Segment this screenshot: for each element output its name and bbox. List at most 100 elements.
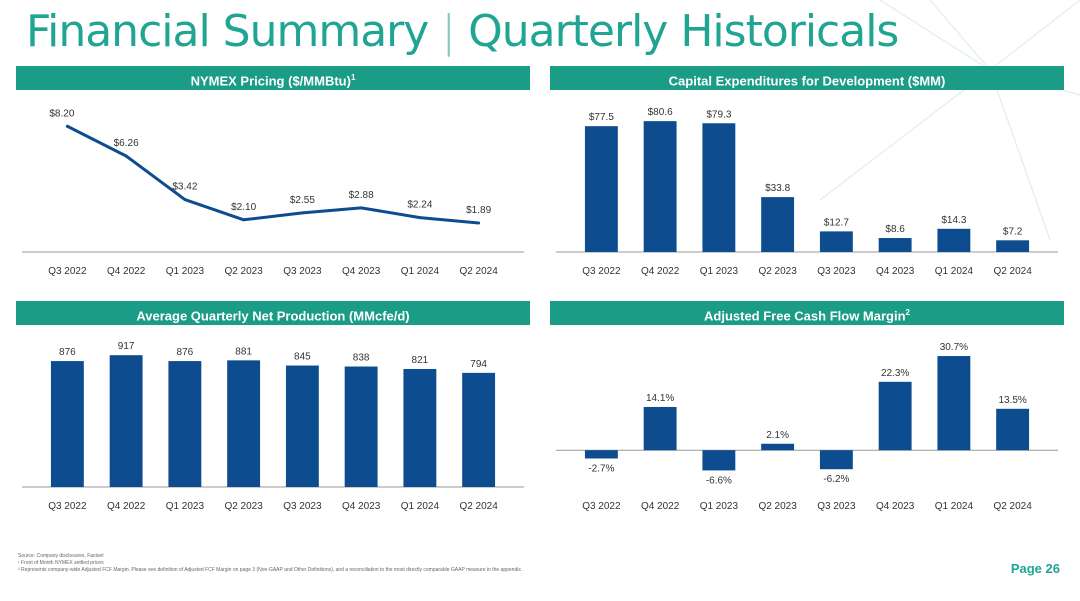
footnote-marker: 1	[350, 73, 356, 82]
data-label: -6.2%	[823, 474, 849, 485]
bar	[937, 356, 971, 451]
price-line	[66, 124, 479, 225]
panel-header: NYMEX Pricing ($/MMBtu)1	[16, 66, 530, 90]
x-tick-label: Q3 2022	[48, 501, 87, 512]
data-label: $12.7	[824, 217, 849, 228]
bar	[168, 361, 202, 487]
data-label: 13.5%	[998, 395, 1026, 406]
x-tick-label: Q1 2023	[166, 501, 205, 512]
data-label: 30.7%	[940, 342, 968, 353]
data-label: 14.1%	[646, 393, 674, 404]
data-point	[477, 221, 481, 225]
footnotes: Source: Company disclosures, Factset ¹ F…	[18, 553, 978, 574]
data-label: $80.6	[648, 107, 673, 118]
x-tick-label: Q3 2022	[48, 266, 87, 277]
bar	[702, 450, 736, 471]
bar	[584, 450, 618, 459]
x-tick-label: Q4 2022	[107, 501, 146, 512]
x-tick-label: Q4 2023	[342, 501, 381, 512]
data-label: 2.1%	[766, 430, 789, 441]
bar	[643, 406, 677, 451]
nymex-pricing-panel: NYMEX Pricing ($/MMBtu)1 Q3 2022 Q4 2022 Q…	[16, 66, 530, 286]
data-point	[65, 124, 69, 128]
chart-title: NYMEX Pricing ($/MMBtu)	[190, 73, 351, 89]
bar	[878, 381, 912, 451]
x-tick-label: Q2 2024	[459, 266, 498, 277]
x-tick-label: Q1 2023	[700, 266, 739, 277]
x-tick-label: Q4 2023	[342, 266, 381, 277]
x-tick-label: Q4 2022	[107, 266, 146, 277]
bar	[996, 240, 1030, 252]
x-tick-label: Q1 2024	[935, 266, 974, 277]
bar	[584, 126, 618, 252]
net-production-chart: Q3 2022 Q4 2022 Q1 2023 Q2 2023 Q3 2023 Q4 20…	[22, 341, 524, 512]
bar	[109, 355, 143, 487]
chart-title: Adjusted Free Cash Flow Margin	[704, 308, 906, 324]
data-label: $8.6	[885, 224, 905, 235]
chart-title: Capital Expenditures for Development ($M…	[668, 73, 946, 89]
footnote-source: Source: Company disclosures, Factset	[18, 553, 104, 559]
bar	[344, 366, 378, 487]
chart-title: Average Quarterly Net Production (MMcfe/…	[136, 308, 410, 324]
x-tick-label: Q2 2023	[758, 266, 797, 277]
x-tick-label: Q4 2023	[876, 501, 915, 512]
x-tick-label: Q3 2023	[283, 501, 322, 512]
bar	[462, 372, 496, 487]
x-tick-label: Q1 2024	[935, 501, 974, 512]
data-point	[242, 218, 246, 222]
page-title-subtitle: Quarterly Historicals	[468, 6, 899, 57]
data-label: $3.42	[172, 182, 197, 193]
footnote-2: ² Represents company-wide Adjusted FCF M…	[18, 567, 523, 573]
page-number: Page 26	[1010, 561, 1060, 576]
data-label: $2.55	[290, 195, 315, 206]
bar	[819, 231, 853, 252]
data-label: -6.6%	[706, 475, 732, 486]
data-label: 22.3%	[881, 368, 909, 379]
bar	[878, 238, 912, 252]
data-label: $2.24	[407, 200, 432, 211]
net-production-panel: Average Quarterly Net Production (MMcfe/…	[16, 301, 530, 521]
data-label: 821	[412, 355, 429, 366]
data-point	[418, 216, 422, 220]
x-tick-label: Q3 2023	[817, 501, 856, 512]
data-label: $6.26	[114, 138, 139, 149]
data-point	[300, 211, 304, 215]
data-label: 838	[353, 353, 370, 364]
fcf-margin-chart: Q3 2022 Q4 2022 Q1 2023 Q2 2023 Q3 2023 Q4 20…	[556, 342, 1058, 512]
data-label: $33.8	[765, 183, 790, 194]
bar	[761, 443, 795, 451]
panel-header: Average Quarterly Net Production (MMcfe/…	[16, 301, 530, 325]
bar	[761, 197, 795, 252]
data-label: $77.5	[589, 112, 614, 123]
x-tick-label: Q2 2024	[993, 501, 1032, 512]
bar	[403, 368, 437, 487]
panel-header: Capital Expenditures for Development ($M…	[550, 66, 1064, 90]
data-label: 917	[118, 341, 135, 352]
data-label: 845	[294, 352, 311, 363]
bar	[937, 228, 971, 252]
bar	[285, 365, 319, 487]
x-tick-label: Q4 2022	[641, 501, 680, 512]
x-tick-label: Q1 2024	[401, 501, 440, 512]
bar	[50, 361, 84, 487]
title-divider: |	[428, 6, 469, 57]
page-title-main: Financial Summary	[26, 6, 429, 57]
data-point	[124, 154, 128, 158]
footnote-1: ¹ Front of Month NYMEX settled prices	[18, 560, 104, 566]
data-label: 881	[235, 346, 252, 357]
panel-header: Adjusted Free Cash Flow Margin2	[550, 301, 1064, 325]
page-title: Financial Summary | Quarterly Historical…	[26, 4, 899, 60]
x-tick-label: Q1 2023	[700, 501, 739, 512]
nymex-pricing-chart: Q3 2022 Q4 2022 Q1 2023 Q2 2023 Q3 2023 Q4 20…	[22, 108, 524, 277]
bar	[702, 123, 736, 252]
capex-chart: Q3 2022 Q4 2022 Q1 2023 Q2 2023 Q3 2023 Q4 20…	[556, 107, 1058, 277]
data-label: $2.10	[231, 202, 256, 213]
bar	[227, 360, 261, 487]
data-point	[359, 206, 363, 210]
fcf-margin-panel: Adjusted Free Cash Flow Margin2 Q3 2022 Q…	[550, 301, 1064, 521]
x-tick-label: Q2 2024	[993, 266, 1032, 277]
x-tick-label: Q1 2023	[166, 266, 205, 277]
x-tick-label: Q1 2024	[401, 266, 440, 277]
x-tick-label: Q3 2022	[582, 266, 621, 277]
x-tick-label: Q4 2023	[876, 266, 915, 277]
